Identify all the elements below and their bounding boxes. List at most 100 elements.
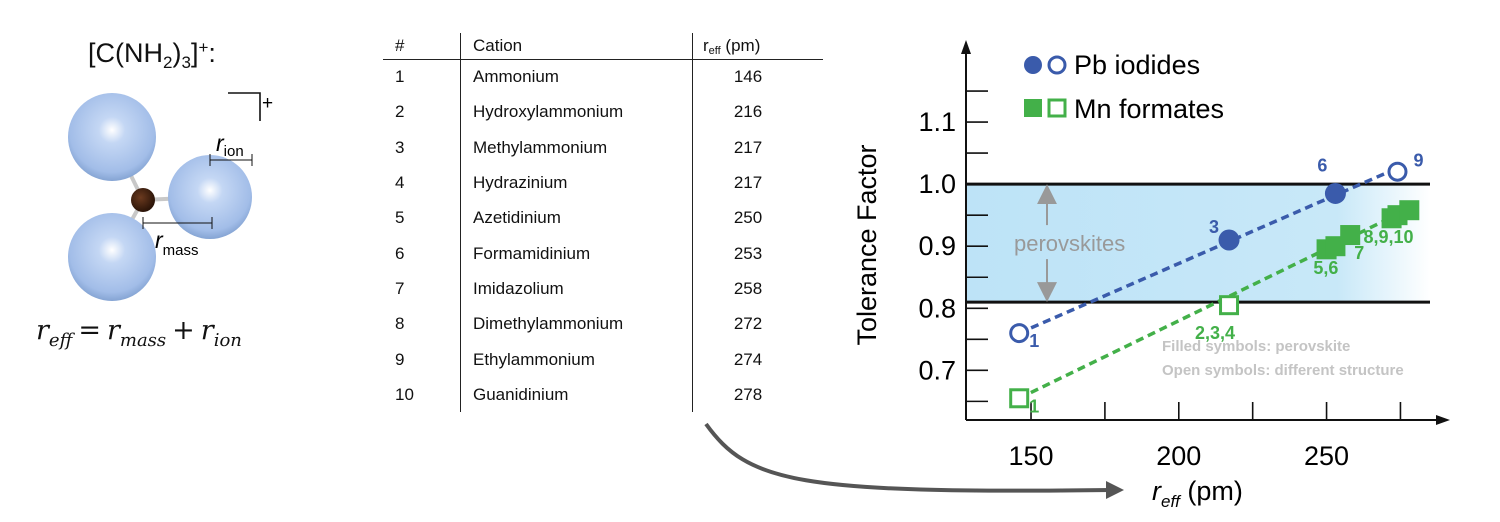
formula-sub2: 3 [181,53,191,72]
data-marks [1009,161,1420,409]
y-tick-label: 0.7 [918,355,956,385]
row-number: 4 [395,173,405,193]
formula-sup: + [198,38,209,57]
x-tick-label: 150 [1008,441,1053,471]
row-number: 7 [395,278,405,298]
row-reff: 274 [692,341,823,378]
y-tick-label: 0.8 [918,293,956,323]
row-cation: Hydroxylammonium [460,94,693,131]
table-row: 5 Azetidinium 250 [383,200,823,236]
mn-point-open [1219,295,1240,316]
nh2-sphere-top [68,93,156,181]
row-cation: Methylammonium [460,130,693,166]
row-reff: 217 [692,165,823,201]
row-cation: Imidazolium [460,271,693,307]
reff-equation: reff = rmass + rion [36,315,242,351]
mn-point-open [1009,388,1030,409]
y-tick-label: 1.1 [918,107,956,137]
row-reff: 146 [692,59,823,95]
r-mass-label: rmass [155,227,199,259]
legend-filled-square [1024,99,1042,117]
y-axis-label: Tolerance Factor [852,144,882,345]
row-number: 5 [395,208,405,228]
row-reff: 272 [692,306,823,342]
pb-point-filled [1324,182,1346,204]
row-cation: Dimethylammonium [460,306,693,342]
r-ion-label: rion [216,130,244,160]
point-label: 9 [1413,151,1423,171]
eq-plus: + [172,315,195,346]
y-tick-label: 1.0 [918,169,956,199]
arrow-head [1106,481,1124,499]
table-row: 9 Ethylammonium 274 [383,341,823,378]
tolerance-factor-chart: perovskites 0.7 0.8 0.9 1.0 1.1 150 200 250 1 3 6… [852,40,1450,511]
nh2-sphere-bottom [68,213,156,301]
point-label: 6 [1317,155,1327,175]
legend-open-square [1047,98,1067,118]
row-cation: Formamidinium [460,235,693,272]
eq-lhs-sub: eff [48,330,73,351]
legend-filled-circle [1024,56,1042,74]
point-label: 7 [1354,243,1364,263]
table-row: 2 Hydroxylammonium 216 [383,94,823,131]
row-number: 1 [395,67,405,87]
legend-pb-label: Pb iodides [1074,50,1200,80]
eq-term2: r [200,315,214,346]
point-label: 5,6 [1313,258,1338,278]
row-number: 10 [395,384,414,404]
mn-point-filled [1399,200,1420,221]
formula-main: [C(NH [88,38,163,68]
formula-close: ) [172,38,182,68]
point-label: 1 [1029,396,1039,416]
row-reff: 258 [692,271,823,307]
row-cation: Azetidinium [460,200,693,236]
fit-line-pb [1018,163,1405,335]
arrow-curve [704,422,1113,493]
row-number: 9 [395,349,405,369]
table-row: 7 Imidazolium 258 [383,271,823,307]
table-row: 6 Formamidinium 253 [383,235,823,272]
charge-bracket [228,92,261,121]
cation-formula: [C(NH2)3]+: [88,38,216,73]
table-row: 10 Guanidinium 278 [383,377,823,413]
formula-end: ] [190,38,199,68]
table-row: 8 Dimethylammonium 272 [383,306,823,342]
note-open: Open symbols: different structure [1162,362,1404,379]
legend-entry-mn-formates: Mn formates [1024,94,1224,124]
x-axis-label: reff (pm) [1152,476,1243,511]
point-label: 2,3,4 [1195,323,1235,343]
eq-lhs: r [36,315,49,346]
row-reff: 216 [692,94,823,131]
pb-point-filled [1218,229,1240,251]
legend-mn-label: Mn formates [1074,94,1224,124]
y-tick-label: 0.9 [918,231,956,261]
point-label: 1 [1029,331,1039,351]
point-label: 8,9,10 [1363,227,1413,247]
row-number: 3 [395,137,405,157]
header-number: # [383,33,461,60]
x-tick-label: 250 [1304,441,1349,471]
point-labels: 1 3 6 9 1 2,3,4 5,6 78,9,10 [1029,151,1423,417]
pb-point-open [1009,323,1030,344]
header-reff: reff (pm) [692,33,823,60]
legend: Pb iodides Mn formates [1024,50,1224,124]
eq-equals: = [78,315,101,346]
row-number: 8 [395,314,405,334]
legend-entry-pb-iodides: Pb iodides [1024,50,1200,80]
table-row: 4 Hydrazinium 217 [383,165,823,201]
point-label: 3 [1209,217,1219,237]
y-axis-arrowhead [961,40,971,54]
axes: 0.7 0.8 0.9 1.0 1.1 150 200 250 [918,40,1450,471]
formula-sub: 2 [163,53,173,72]
eq-term1-sub: mass [119,330,167,351]
cation-table: # Cation reff (pm) 1 Ammonium 146 2 Hydroxy… [383,33,823,413]
row-cation: Hydrazinium [460,165,693,201]
header-cation: Cation [460,33,693,60]
table-header-row: # Cation reff (pm) [383,33,823,60]
row-reff: 278 [692,377,823,413]
mn-point-filled [1340,225,1361,246]
x-tick-label: 200 [1156,441,1201,471]
legend-open-circle [1047,55,1067,75]
row-reff: 217 [692,130,823,166]
x-axis-arrowhead [1436,415,1450,425]
